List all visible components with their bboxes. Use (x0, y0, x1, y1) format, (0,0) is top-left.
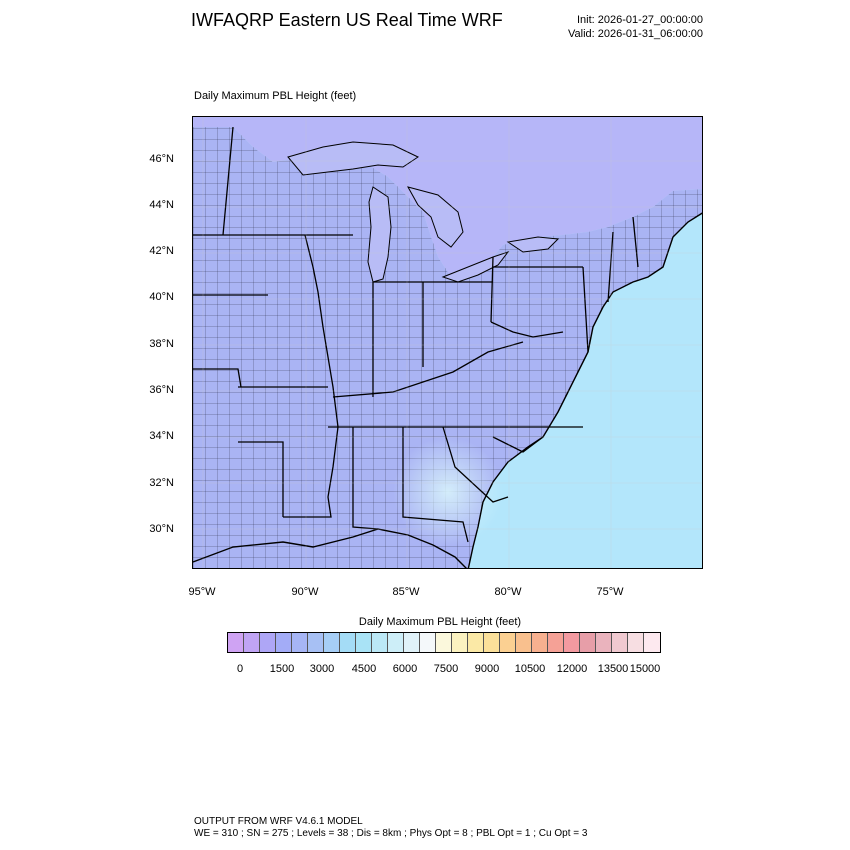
lon-label-85: 85°W (392, 586, 420, 598)
map-canvas (193, 117, 702, 568)
lat-label-32: 32°N (149, 477, 174, 489)
graticule (193, 117, 702, 568)
colorbar-swatch (388, 633, 404, 652)
colorbar-swatch (484, 633, 500, 652)
colorbar-swatch (228, 633, 244, 652)
colorbar-tick: 4500 (351, 663, 377, 675)
county-boundaries (193, 127, 702, 568)
lat-label-46: 46°N (149, 153, 174, 165)
colorbar-tick: 12000 (556, 663, 588, 675)
canada-region (193, 117, 702, 277)
lat-label-34: 34°N (149, 430, 174, 442)
model-info: OUTPUT FROM WRF V4.6.1 MODEL (194, 816, 363, 827)
colorbar-swatch (564, 633, 580, 652)
lat-label-40: 40°N (149, 291, 174, 303)
field-label: Daily Maximum PBL Height (feet) (194, 90, 357, 102)
colorbar-swatch (468, 633, 484, 652)
colorbar-swatch (516, 633, 532, 652)
lake-michigan (367, 186, 392, 283)
valid-time: Valid: 2026-01-31_06:00:00 (568, 28, 703, 40)
gulf-coastline (193, 528, 467, 568)
colorbar-tick: 15000 (629, 663, 661, 675)
colorbar-swatch (452, 633, 468, 652)
lat-label-30: 30°N (149, 523, 174, 535)
colorbar (227, 632, 661, 653)
colorbar-swatch (372, 633, 388, 652)
colorbar-swatch (292, 633, 308, 652)
colorbar-swatch (612, 633, 628, 652)
init-time: Init: 2026-01-27_00:00:00 (577, 14, 703, 26)
colorbar-swatch (276, 633, 292, 652)
lake-ontario (506, 236, 560, 253)
colorbar-tick: 6000 (392, 663, 418, 675)
high-pbl-area (393, 437, 503, 547)
colorbar-swatch (324, 633, 340, 652)
colorbar-tick: 0 (236, 663, 244, 675)
coastline (467, 212, 702, 568)
colorbar-swatch (420, 633, 436, 652)
colorbar-swatch (308, 633, 324, 652)
colorbar-tick: 1500 (269, 663, 295, 675)
colorbar-swatch (628, 633, 644, 652)
map-title: IWFAQRP Eastern US Real Time WRF (191, 10, 503, 30)
colorbar-swatch (404, 633, 420, 652)
lake-huron (406, 186, 464, 248)
map-panel (192, 116, 703, 569)
lon-label-95: 95°W (188, 586, 216, 598)
model-options: WE = 310 ; SN = 275 ; Levels = 38 ; Dis … (194, 828, 588, 839)
colorbar-swatch (436, 633, 452, 652)
colorbar-title: Daily Maximum PBL Height (feet) (358, 616, 522, 628)
colorbar-tick: 10500 (514, 663, 546, 675)
colorbar-swatch (596, 633, 612, 652)
colorbar-swatch (548, 633, 564, 652)
colorbar-swatch (244, 633, 260, 652)
colorbar-tick: 9000 (474, 663, 500, 675)
lat-label-36: 36°N (149, 384, 174, 396)
colorbar-swatch (580, 633, 596, 652)
lon-label-90: 90°W (291, 586, 319, 598)
lat-label-42: 42°N (149, 245, 174, 257)
colorbar-swatch (644, 633, 660, 652)
lake-erie (441, 251, 510, 283)
lon-label-80: 80°W (494, 586, 522, 598)
lake-superior (287, 141, 420, 176)
lon-label-75: 75°W (596, 586, 624, 598)
lat-label-44: 44°N (149, 199, 174, 211)
colorbar-swatch (356, 633, 372, 652)
colorbar-tick: 7500 (433, 663, 459, 675)
great-lakes (287, 141, 560, 283)
colorbar-tick: 13500 (597, 663, 629, 675)
colorbar-swatch (500, 633, 516, 652)
colorbar-tick: 3000 (309, 663, 335, 675)
colorbar-swatch (340, 633, 356, 652)
colorbar-swatch (260, 633, 276, 652)
lat-label-38: 38°N (149, 338, 174, 350)
colorbar-swatch (532, 633, 548, 652)
